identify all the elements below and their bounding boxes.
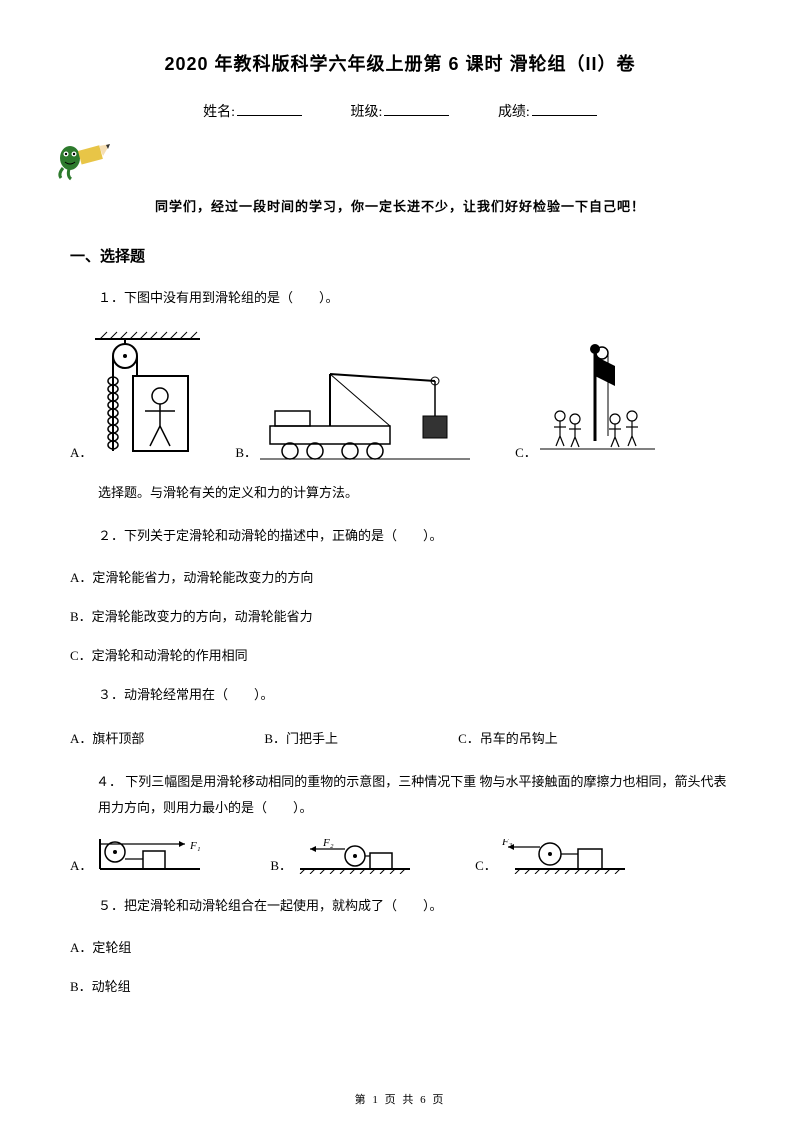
- q4-opt-b: B． F₂: [270, 839, 415, 874]
- q1-opt-b-label: B．: [235, 442, 257, 461]
- class-blank[interactable]: [384, 115, 449, 116]
- q4-opt-b-label: B．: [270, 855, 292, 874]
- f3-label: F₃: [501, 839, 513, 848]
- q1-opt-c-label: C．: [515, 442, 537, 461]
- page-footer: 第 1 页 共 6 页: [0, 1091, 800, 1107]
- q4-opt-a: A． F₁: [70, 839, 205, 874]
- q2-text: ２．下列关于定滑轮和动滑轮的描述中，正确的是（ ）。: [70, 526, 730, 547]
- pencil-icon: [55, 136, 115, 181]
- q3-opt-c: C．吊车的吊钩上: [458, 728, 558, 747]
- class-label: 班级:: [351, 105, 383, 120]
- q5-opt-b: B．动轮组: [70, 977, 730, 998]
- q4-text: ４． 下列三幅图是用滑轮移动相同的重物的示意图，三种情况下重 物与水平接触面的摩…: [70, 769, 730, 821]
- q4-opt-c-label: C．: [475, 855, 497, 874]
- q5-opt-a: A．定轮组: [70, 938, 730, 959]
- f1-label: F₁: [189, 840, 201, 852]
- greeting-text: 同学们，经过一段时间的学习，你一定长进不少，让我们好好检验一下自己吧！: [70, 196, 730, 215]
- q1-text: １．下图中没有用到滑轮组的是（ ）。: [70, 288, 730, 309]
- q1-opt-a-label: A．: [70, 442, 92, 461]
- q4-images: A． F₁ B． F₂ C．: [70, 839, 730, 874]
- q2-opt-c: C．定滑轮和动滑轮的作用相同: [70, 646, 730, 667]
- q4-img-a: F₁: [95, 839, 205, 874]
- q3-text: ３．动滑轮经常用在（ ）。: [70, 685, 730, 706]
- pencil-decoration: [70, 136, 730, 186]
- f2-label: F₂: [322, 839, 334, 849]
- name-blank[interactable]: [237, 115, 302, 116]
- page-title: 2020 年教科版科学六年级上册第 6 课时 滑轮组（II）卷: [70, 50, 730, 76]
- q1-opt-b: B．: [235, 366, 470, 461]
- q4-text-content: ４． 下列三幅图是用滑轮移动相同的重物的示意图，三种情况下重 物与水平接触面的摩…: [96, 774, 727, 815]
- score-blank[interactable]: [532, 115, 597, 116]
- q3-opt-a: A．旗杆顶部: [70, 728, 144, 747]
- q1-opt-a: A．: [70, 331, 200, 461]
- q1-note: 选择题。与滑轮有关的定义和力的计算方法。: [70, 483, 730, 504]
- q1-img-a: [95, 331, 200, 461]
- q5-text: ５．把定滑轮和动滑轮组合在一起使用，就构成了（ ）。: [70, 896, 730, 917]
- q4-opt-a-label: A．: [70, 855, 92, 874]
- q3-options: A．旗杆顶部 B．门把手上 C．吊车的吊钩上: [70, 728, 730, 747]
- q4-img-b: F₂: [295, 839, 415, 874]
- q1-img-c: [540, 341, 655, 461]
- info-line: 姓名: 班级: 成绩:: [70, 101, 730, 121]
- q2-opt-a: A．定滑轮能省力，动滑轮能改变力的方向: [70, 568, 730, 589]
- q1-opt-c: C．: [515, 341, 655, 461]
- q4-opt-c: C． F₃: [475, 839, 630, 874]
- q3-opt-b: B．门把手上: [264, 728, 338, 747]
- q1-images: A． B．: [70, 331, 730, 461]
- section-1-header: 一、选择题: [70, 245, 730, 266]
- q2-opt-b: B．定滑轮能改变力的方向，动滑轮能省力: [70, 607, 730, 628]
- q1-img-b: [260, 366, 470, 461]
- score-label: 成绩:: [498, 105, 530, 120]
- q4-img-c: F₃: [500, 839, 630, 874]
- name-label: 姓名:: [203, 105, 235, 120]
